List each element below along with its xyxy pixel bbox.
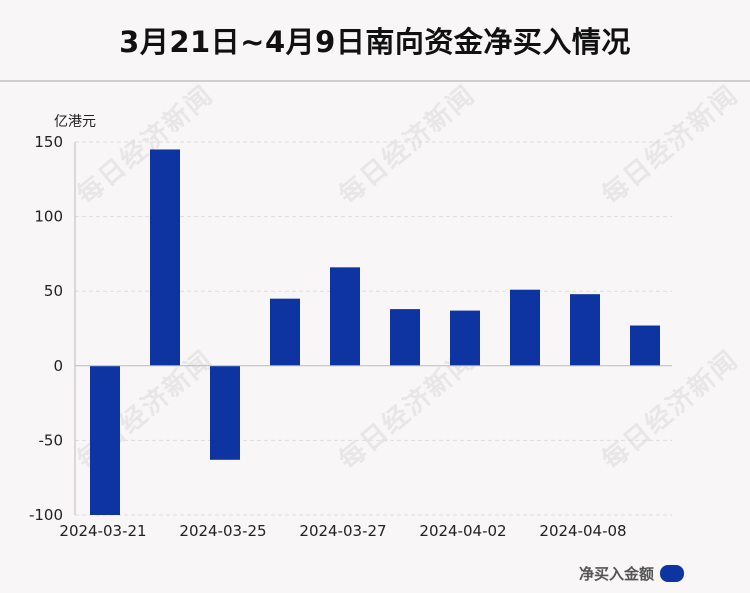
bar: [450, 310, 480, 366]
y-axis-unit: 亿港元: [54, 114, 96, 130]
x-tick-label: 2024-03-25: [179, 522, 266, 540]
y-tick-label: 100: [34, 208, 63, 226]
y-tick-label: 150: [34, 133, 63, 151]
legend: 净买入金额: [579, 563, 684, 584]
title-divider: [0, 80, 750, 82]
x-tick-label: 2024-04-02: [419, 522, 506, 540]
bar: [330, 267, 360, 366]
bar: [150, 149, 180, 366]
y-tick-label: -50: [39, 431, 64, 449]
y-tick-label: -100: [29, 506, 63, 524]
x-tick-label: 2024-03-21: [59, 522, 146, 540]
bar: [570, 294, 600, 366]
chart-title: 3月21日~4月9日南向资金净买入情况: [119, 25, 631, 59]
x-tick-label: 2024-04-08: [539, 522, 626, 540]
bar: [270, 298, 300, 366]
x-tick-label: 2024-03-27: [299, 522, 386, 540]
bar: [510, 289, 540, 366]
legend-label: 净买入金额: [578, 565, 654, 583]
bar: [90, 365, 120, 515]
bar: [630, 325, 660, 366]
y-tick-label: 0: [53, 357, 63, 375]
y-tick-label: 50: [44, 282, 63, 300]
bar: [210, 365, 240, 460]
legend-swatch: [660, 565, 684, 582]
bar: [390, 309, 420, 366]
